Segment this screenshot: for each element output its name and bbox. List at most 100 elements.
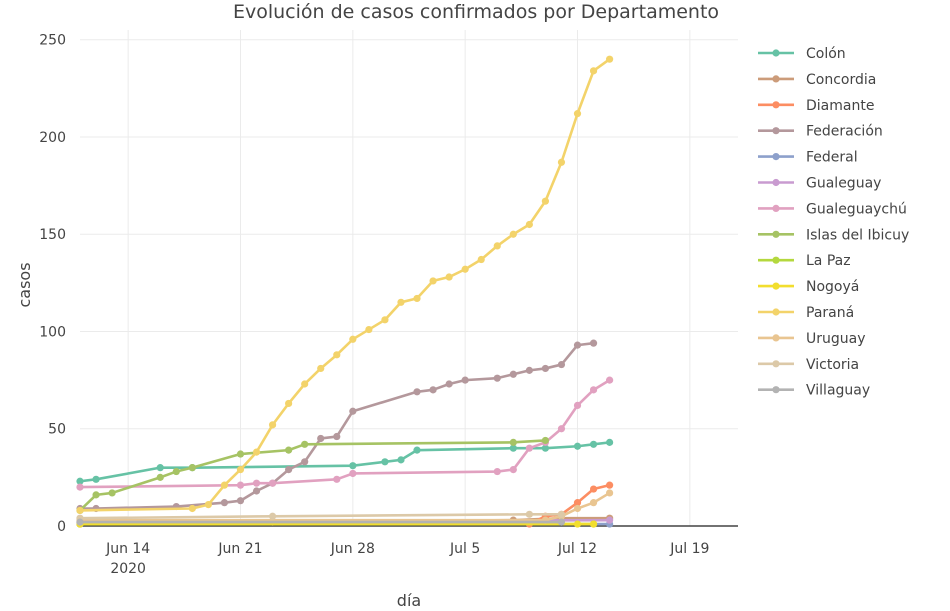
series-group <box>76 55 614 515</box>
y-tick-label: 250 <box>39 33 66 49</box>
data-point <box>589 499 598 507</box>
legend-label: Islas del Ibicuy <box>806 227 909 243</box>
data-point <box>285 446 293 454</box>
data-point <box>477 255 485 264</box>
data-point <box>301 380 309 388</box>
legend-label: Colón <box>806 46 846 62</box>
series-group <box>76 376 614 491</box>
data-point <box>156 473 164 481</box>
legend-label: Villaguay <box>806 383 870 399</box>
legend-item[interactable]: Gualeguay <box>758 176 881 192</box>
axes: 0 50 100 150 200 250 Jun 14 2020 Jun 21 Jun 28 Jul… <box>39 33 738 577</box>
data-point <box>557 158 566 166</box>
data-point <box>557 425 566 433</box>
legend-label: Federación <box>806 124 883 140</box>
data-point <box>236 465 245 474</box>
data-point <box>252 448 261 456</box>
x-tick-label: Jul 5 <box>449 541 480 557</box>
legend-swatch-marker <box>772 256 780 264</box>
legend[interactable]: Colón Concordia Diamante Federación Federal G… <box>758 46 909 399</box>
data-point <box>349 407 357 415</box>
data-point <box>285 465 293 474</box>
data-point <box>268 512 277 520</box>
data-point <box>573 341 582 349</box>
data-point <box>606 438 614 446</box>
data-point <box>541 436 550 445</box>
legend-label: Gualeguaychú <box>806 201 907 217</box>
series-line <box>78 513 563 520</box>
data-point <box>493 242 501 250</box>
data-point <box>285 399 293 408</box>
legend-swatch-marker <box>772 230 780 238</box>
legend-label: Gualeguay <box>806 176 881 192</box>
legend-item[interactable]: Federación <box>758 124 883 140</box>
data-point <box>317 434 325 443</box>
legend-item[interactable]: Paraná <box>758 305 854 321</box>
legend-item[interactable]: Concordia <box>758 72 876 88</box>
data-point <box>461 376 469 384</box>
legend-swatch-marker <box>772 360 780 368</box>
legend-item[interactable]: Islas del Ibicuy <box>758 227 909 243</box>
series-line <box>78 341 595 510</box>
data-point <box>204 501 212 509</box>
data-point <box>541 364 550 373</box>
data-point <box>76 477 84 485</box>
data-point <box>381 316 389 324</box>
data-point <box>525 220 533 229</box>
y-axis-title: casos <box>15 262 34 307</box>
series-group <box>76 339 598 513</box>
legend-item[interactable]: Nogoyá <box>758 279 859 295</box>
x-tick-sublabel: 2020 <box>110 561 146 577</box>
data-point <box>589 386 598 394</box>
data-point <box>429 277 437 285</box>
legend-swatch-marker <box>772 178 780 187</box>
legend-item[interactable]: La Paz <box>758 253 851 269</box>
data-point <box>461 265 469 273</box>
x-tick-label: Jun 28 <box>330 541 375 557</box>
data-point <box>397 298 405 306</box>
data-point <box>557 510 566 518</box>
data-point <box>413 446 421 454</box>
data-point <box>397 456 405 464</box>
y-tick-label: 100 <box>39 324 66 340</box>
legend-item[interactable]: Federal <box>758 150 858 166</box>
data-point <box>541 197 550 205</box>
data-point <box>573 110 582 118</box>
data-point <box>349 335 357 343</box>
legend-swatch-marker <box>772 75 780 83</box>
data-point <box>509 230 517 238</box>
y-tick-label: 50 <box>48 422 66 438</box>
data-point <box>606 489 614 497</box>
data-point <box>573 401 582 409</box>
data-point <box>413 294 421 303</box>
legend-item[interactable]: Villaguay <box>758 383 870 399</box>
data-point <box>301 458 309 466</box>
data-point <box>589 440 598 448</box>
data-point <box>493 374 501 382</box>
data-point <box>172 467 180 476</box>
legend-item[interactable]: Diamante <box>758 98 874 114</box>
data-point <box>236 497 245 505</box>
legend-label: Victoria <box>806 357 859 373</box>
data-point <box>573 442 582 450</box>
legend-item[interactable]: Colón <box>758 46 846 62</box>
legend-label: Nogoyá <box>806 279 859 295</box>
data-point <box>76 506 84 515</box>
data-point <box>236 481 245 489</box>
legend-item[interactable]: Gualeguaychú <box>758 201 907 217</box>
data-point <box>333 351 341 359</box>
data-point <box>509 438 517 446</box>
data-point <box>333 475 341 483</box>
data-point <box>445 273 453 281</box>
legend-item[interactable]: Victoria <box>758 357 859 373</box>
data-point <box>252 479 261 487</box>
data-point <box>188 464 196 472</box>
data-point <box>349 462 357 470</box>
grid <box>80 30 738 526</box>
x-axis-title: día <box>397 591 421 610</box>
legend-item[interactable]: Uruguay <box>758 331 866 347</box>
data-point <box>108 489 116 497</box>
chart-title: Evolución de casos confirmados por Depar… <box>233 1 719 23</box>
